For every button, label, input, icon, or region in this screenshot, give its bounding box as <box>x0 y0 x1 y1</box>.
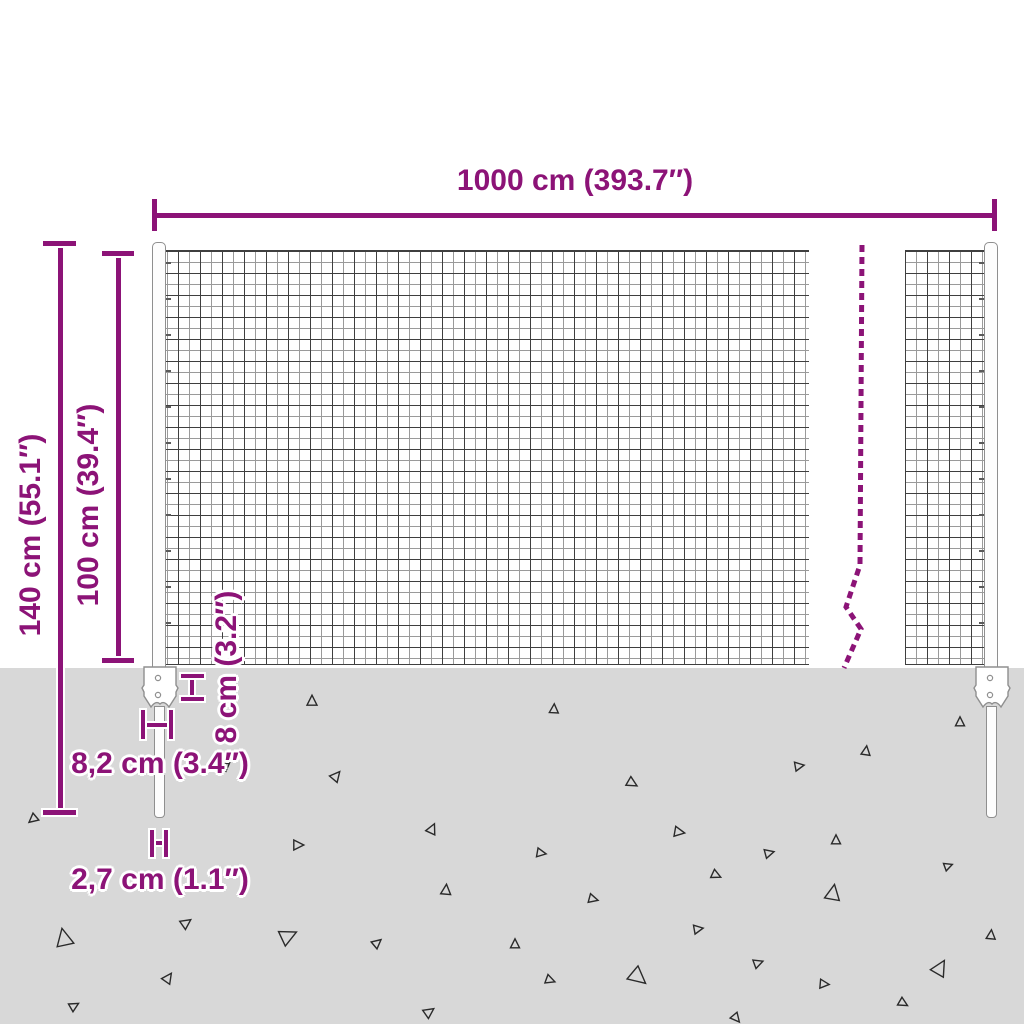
fence-mesh-panel-right <box>905 250 991 665</box>
ground-triangle-mark <box>624 775 639 787</box>
dim-cap-plate-height-bottom <box>181 697 204 701</box>
ground-triangle-mark <box>219 762 231 773</box>
ground-triangle-mark <box>509 937 521 949</box>
dim-line-width <box>155 213 995 218</box>
ground-spike-left <box>154 706 165 818</box>
ground-spike-right <box>986 706 997 818</box>
ground-triangle-mark <box>328 770 341 784</box>
dim-label-post-diameter: 2,7 cm (1.1″) <box>71 863 249 896</box>
ground-triangle-mark <box>819 977 831 990</box>
ground-triangle-mark <box>823 882 841 902</box>
ground-triangle-mark <box>67 1002 80 1014</box>
ground-triangle-mark <box>535 846 548 858</box>
dim-label-total-height: 140 cm (55.1″) <box>14 433 47 637</box>
dim-cap-plate-width-right <box>169 710 173 739</box>
ground-triangle-mark <box>421 1007 436 1020</box>
dim-cap-width-left <box>152 199 157 231</box>
ground-triangle-mark <box>369 938 383 951</box>
ground-triangle-mark <box>293 838 306 852</box>
ground-triangle-mark <box>763 848 776 860</box>
ground-triangle-mark <box>984 928 997 940</box>
dim-label-mesh-height: 100 cm (39.4″) <box>72 403 105 607</box>
ground-triangle-mark <box>751 959 765 970</box>
ground-triangle-mark <box>305 693 319 706</box>
break-line-path <box>841 244 865 669</box>
ground-triangle-mark <box>587 892 600 904</box>
dim-label-plate-width: 8,2 cm (3.4″) <box>71 747 249 780</box>
dim-line-plate-width <box>143 723 172 727</box>
mesh-clips-right <box>979 262 984 654</box>
dim-cap-total-height-top <box>43 241 76 246</box>
dim-line-mesh-height <box>116 253 121 662</box>
ground-triangle-mark <box>830 833 842 845</box>
ground-triangle-mark <box>673 825 687 838</box>
dim-cap-plate-width-left <box>141 710 145 739</box>
ground-triangle-mark <box>929 959 946 979</box>
dim-cap-post-diameter-left <box>150 830 154 857</box>
dim-cap-width-right <box>992 199 997 231</box>
dim-cap-plate-height-top <box>181 674 204 678</box>
dim-cap-mesh-height-bottom <box>102 658 134 663</box>
ground-triangle-mark <box>793 761 806 773</box>
dim-label-width: 1000 cm (393.7″) <box>456 164 694 197</box>
ground-triangle-mark <box>178 918 193 931</box>
ground-triangle-mark <box>859 744 871 757</box>
dim-line-plate-height <box>190 676 194 700</box>
ground-triangle-mark <box>277 930 298 948</box>
mesh-clips-left <box>166 262 171 654</box>
dim-line-total-height <box>58 243 63 813</box>
ground-triangle-mark <box>692 924 705 936</box>
dim-line-post-diameter <box>152 841 166 845</box>
dim-cap-total-height-bottom <box>43 810 76 815</box>
ground-triangle-mark <box>896 995 909 1007</box>
ground-triangle-mark <box>543 973 557 984</box>
dim-cap-mesh-height-top <box>102 251 134 256</box>
dim-label-plate-height: 8 cm (3.2″) <box>210 590 243 744</box>
ground-triangle-mark <box>728 1010 741 1024</box>
ground-triangle-mark <box>56 926 76 948</box>
ground-triangle-mark <box>709 868 723 879</box>
anchor-plate-right <box>973 666 1011 709</box>
ground-triangle-mark <box>954 715 966 727</box>
ground-triangle-mark <box>548 702 560 714</box>
anchor-plate-left <box>141 666 179 709</box>
ground-triangle-mark <box>424 822 436 837</box>
fence-mesh-panel-left <box>155 250 809 665</box>
ground-triangle-mark <box>439 882 452 896</box>
ground-triangle-mark <box>27 811 41 824</box>
ground-triangle-mark <box>625 964 647 985</box>
ground-triangle-mark <box>942 862 954 873</box>
ground-triangle-mark <box>160 971 173 986</box>
dim-cap-post-diameter-right <box>164 830 168 857</box>
